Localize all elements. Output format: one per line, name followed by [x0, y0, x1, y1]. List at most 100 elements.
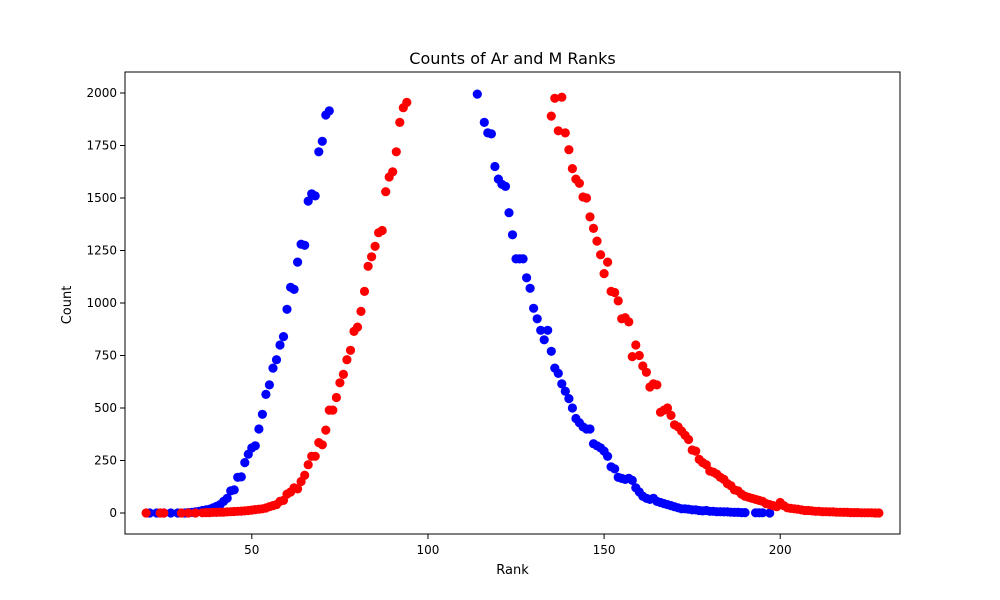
data-point-series-1	[543, 325, 553, 335]
data-point-series-1	[522, 273, 532, 283]
data-point-series-2	[684, 434, 694, 445]
data-point-series-1	[250, 441, 260, 451]
data-point-series-1	[293, 257, 303, 267]
data-point-series-1	[567, 403, 578, 413]
data-point-series-2	[391, 147, 401, 157]
data-point-series-2	[183, 508, 193, 518]
data-point-series-2	[624, 317, 634, 327]
data-point-series-1	[240, 458, 250, 468]
data-point-series-1	[222, 493, 232, 503]
data-point-series-1	[603, 451, 613, 461]
data-point-series-2	[367, 252, 377, 262]
data-point-series-2	[321, 425, 331, 435]
data-point-series-1	[557, 379, 567, 389]
data-point-series-1	[257, 409, 267, 419]
x-axis-ticks: 50 100 150 200	[244, 534, 792, 557]
data-point-series-2	[596, 250, 606, 260]
data-point-series-1	[536, 325, 546, 335]
data-point-series-1	[758, 508, 768, 518]
data-point-series-2	[342, 355, 352, 365]
data-point-series-1	[166, 508, 176, 518]
data-point-series-2	[335, 378, 345, 388]
x-axis-label: Rank	[496, 563, 529, 578]
data-point-series-2	[585, 212, 595, 222]
data-point-series-2	[377, 225, 387, 236]
data-point-series-2	[546, 111, 556, 121]
data-point-series-1	[546, 346, 556, 356]
y-tick-label: 1750	[86, 139, 117, 153]
data-point-series-1	[289, 284, 299, 294]
data-point-series-2	[631, 340, 641, 350]
data-point-series-2	[641, 367, 652, 377]
data-point-series-1	[314, 147, 324, 157]
chart-title: Counts of Ar and M Ranks	[409, 49, 615, 68]
data-point-series-2	[560, 128, 570, 138]
data-point-series-2	[557, 92, 567, 102]
data-point-series-1	[310, 191, 320, 201]
data-point-series-2	[381, 187, 391, 197]
data-point-series-1	[560, 386, 570, 396]
data-point-series-1	[564, 394, 574, 404]
data-point-series-2	[581, 193, 592, 203]
data-point-series-2	[352, 322, 363, 332]
data-point-series-1	[268, 363, 278, 373]
data-point-series-2	[345, 345, 356, 355]
data-point-series-1	[539, 335, 549, 345]
y-tick-label: 1500	[86, 191, 117, 205]
data-point-series-2	[317, 440, 327, 450]
data-point-series-1	[278, 332, 289, 342]
data-point-series-1	[303, 196, 313, 206]
data-point-series-1	[500, 181, 511, 191]
data-point-series-2	[293, 484, 303, 494]
data-point-series-2	[141, 508, 151, 518]
data-point-series-2	[310, 451, 320, 461]
data-point-series-2	[159, 508, 169, 518]
data-point-series-2	[592, 236, 602, 246]
data-point-series-2	[395, 117, 405, 127]
data-point-series-2	[176, 508, 186, 518]
data-point-series-1	[765, 508, 775, 518]
data-point-series-1	[529, 303, 539, 313]
data-point-series-2	[634, 350, 644, 361]
data-point-series-2	[610, 287, 620, 298]
data-point-series-2	[550, 93, 560, 103]
data-point-series-2	[402, 97, 412, 107]
y-tick-label: 0	[109, 506, 117, 520]
data-point-series-2	[662, 403, 673, 413]
data-point-series-2	[613, 296, 623, 306]
y-tick-label: 500	[94, 401, 117, 415]
data-point-series-1	[740, 507, 750, 518]
data-point-series-1	[261, 389, 271, 399]
y-tick-label: 1000	[86, 296, 117, 310]
y-tick-label: 2000	[86, 86, 117, 100]
data-point-series-1	[518, 254, 528, 264]
data-point-series-2	[370, 241, 380, 251]
y-tick-label: 250	[94, 454, 117, 468]
data-point-series-1	[254, 424, 264, 434]
data-point-series-2	[300, 470, 310, 480]
data-point-series-1	[490, 161, 500, 172]
data-point-series-2	[599, 269, 609, 279]
x-tick-label: 150	[593, 543, 616, 557]
data-point-series-2	[666, 410, 676, 420]
data-point-series-2	[553, 126, 563, 136]
x-tick-label: 100	[417, 543, 440, 557]
data-point-series-1	[479, 117, 489, 127]
data-point-series-1	[317, 136, 327, 146]
data-point-series-2	[574, 178, 585, 188]
plot-area	[141, 89, 884, 518]
data-point-series-2	[388, 167, 398, 177]
data-point-series-2	[874, 508, 884, 518]
data-point-series-1	[324, 106, 334, 116]
data-point-series-2	[363, 261, 373, 271]
data-point-series-2	[588, 223, 599, 233]
data-point-series-2	[328, 405, 338, 415]
data-point-series-2	[331, 392, 341, 403]
y-tick-label: 1250	[86, 244, 117, 258]
data-point-series-1	[264, 380, 274, 390]
x-tick-label: 200	[769, 543, 792, 557]
data-point-series-1	[525, 283, 535, 293]
data-point-series-2	[627, 352, 637, 362]
